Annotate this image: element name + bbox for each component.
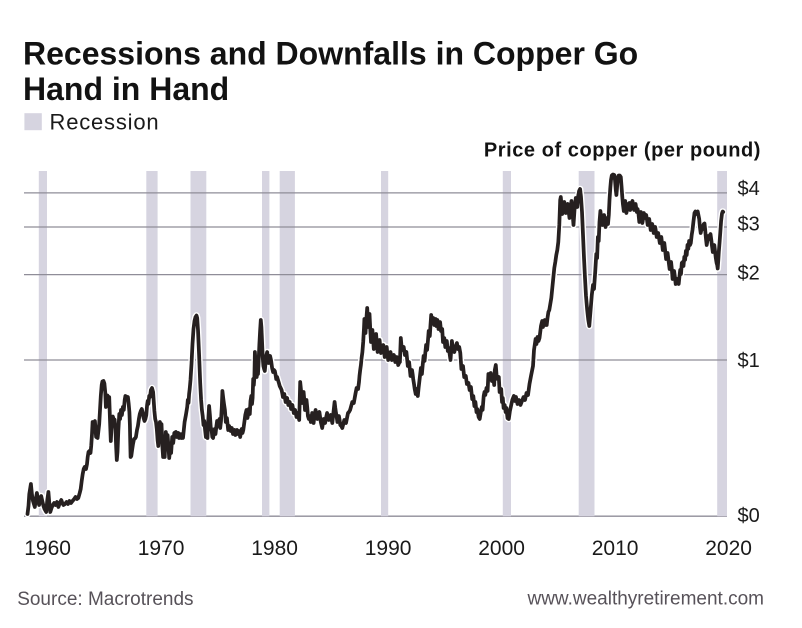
svg-text:$0: $0 <box>738 505 760 527</box>
svg-text:2010: 2010 <box>592 537 639 560</box>
svg-text:1960: 1960 <box>24 537 71 560</box>
svg-text:$1: $1 <box>738 350 760 372</box>
svg-text:$2: $2 <box>738 263 760 285</box>
svg-text:www.wealthyretirement.com: www.wealthyretirement.com <box>526 589 764 610</box>
svg-text:1990: 1990 <box>365 537 412 560</box>
svg-text:1970: 1970 <box>138 537 185 560</box>
svg-text:$3: $3 <box>738 214 760 236</box>
svg-text:Source: Macrotrends: Source: Macrotrends <box>17 589 193 610</box>
svg-text:Hand in Hand: Hand in Hand <box>23 71 229 107</box>
svg-text:$4: $4 <box>738 178 760 200</box>
svg-text:Recession: Recession <box>50 110 160 135</box>
svg-text:Price of copper (per pound): Price of copper (per pound) <box>484 140 761 162</box>
svg-text:1980: 1980 <box>251 537 298 560</box>
svg-text:Recessions and Downfalls in Co: Recessions and Downfalls in Copper Go <box>23 35 638 71</box>
svg-text:2000: 2000 <box>478 537 525 560</box>
svg-text:2020: 2020 <box>705 537 752 560</box>
